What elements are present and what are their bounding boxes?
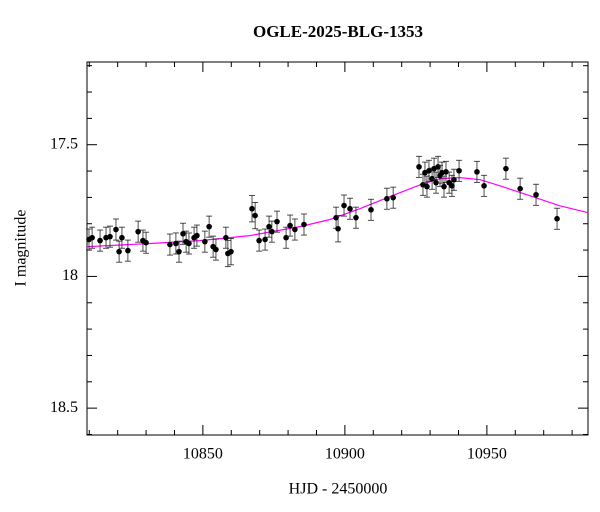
x-axis-label: HJD - 2450000	[289, 481, 388, 498]
data-point	[173, 240, 179, 247]
data-point	[341, 202, 347, 209]
data-point	[451, 176, 457, 183]
data-point	[194, 232, 200, 239]
chart-title: OGLE-2025-BLG-1353	[253, 22, 423, 41]
data-point	[135, 228, 141, 235]
data-point	[287, 222, 293, 229]
y-tick-label: 18	[62, 267, 78, 284]
data-point	[554, 215, 560, 222]
data-point	[353, 214, 359, 221]
data-point	[266, 223, 272, 230]
data-point	[269, 228, 275, 235]
data-point	[167, 241, 173, 248]
data-point	[143, 239, 149, 246]
data-point	[474, 169, 480, 175]
data-point	[533, 191, 539, 198]
x-tick-label: 10850	[183, 446, 223, 463]
data-point	[335, 225, 341, 232]
data-point	[416, 164, 422, 170]
data-point	[206, 223, 212, 230]
data-point	[274, 218, 280, 225]
model-curve	[86, 176, 589, 248]
data-point	[368, 206, 374, 213]
data-point	[503, 165, 509, 172]
data-point	[125, 247, 131, 254]
data-point	[384, 195, 390, 202]
data-point	[441, 183, 447, 190]
y-axis-label: I magnitude	[13, 210, 30, 287]
data-point	[186, 240, 192, 247]
y-tick-label: 17.5	[50, 135, 78, 152]
data-point	[89, 234, 95, 241]
y-tick-label: 18.5	[50, 399, 78, 416]
data-point	[249, 205, 255, 212]
x-tick-label: 10950	[467, 446, 507, 463]
data-point	[424, 183, 430, 190]
data-point	[517, 185, 523, 192]
data-point	[97, 237, 103, 244]
data-point	[449, 183, 455, 189]
data-point	[202, 238, 208, 245]
data-point	[256, 237, 262, 244]
data-point	[176, 248, 182, 255]
data-point	[292, 226, 298, 233]
data-point	[426, 167, 432, 174]
data-point	[481, 183, 487, 189]
data-point	[429, 175, 435, 182]
data-point	[228, 248, 234, 255]
data-point	[262, 236, 268, 243]
data-point	[107, 233, 113, 240]
data-point	[347, 205, 353, 212]
data-point	[301, 221, 307, 228]
data-point	[116, 248, 122, 255]
data-point	[213, 246, 219, 253]
data-point	[390, 194, 396, 201]
data-point	[443, 169, 449, 175]
data-point	[119, 234, 125, 241]
data-point	[180, 230, 186, 237]
data-point	[223, 234, 229, 241]
data-point	[433, 179, 439, 186]
data-point	[333, 214, 339, 221]
data-point	[456, 167, 462, 174]
data-point	[252, 212, 258, 219]
data-point	[113, 226, 119, 233]
plot-frame	[86, 61, 589, 436]
x-tick-label: 10900	[325, 446, 365, 463]
